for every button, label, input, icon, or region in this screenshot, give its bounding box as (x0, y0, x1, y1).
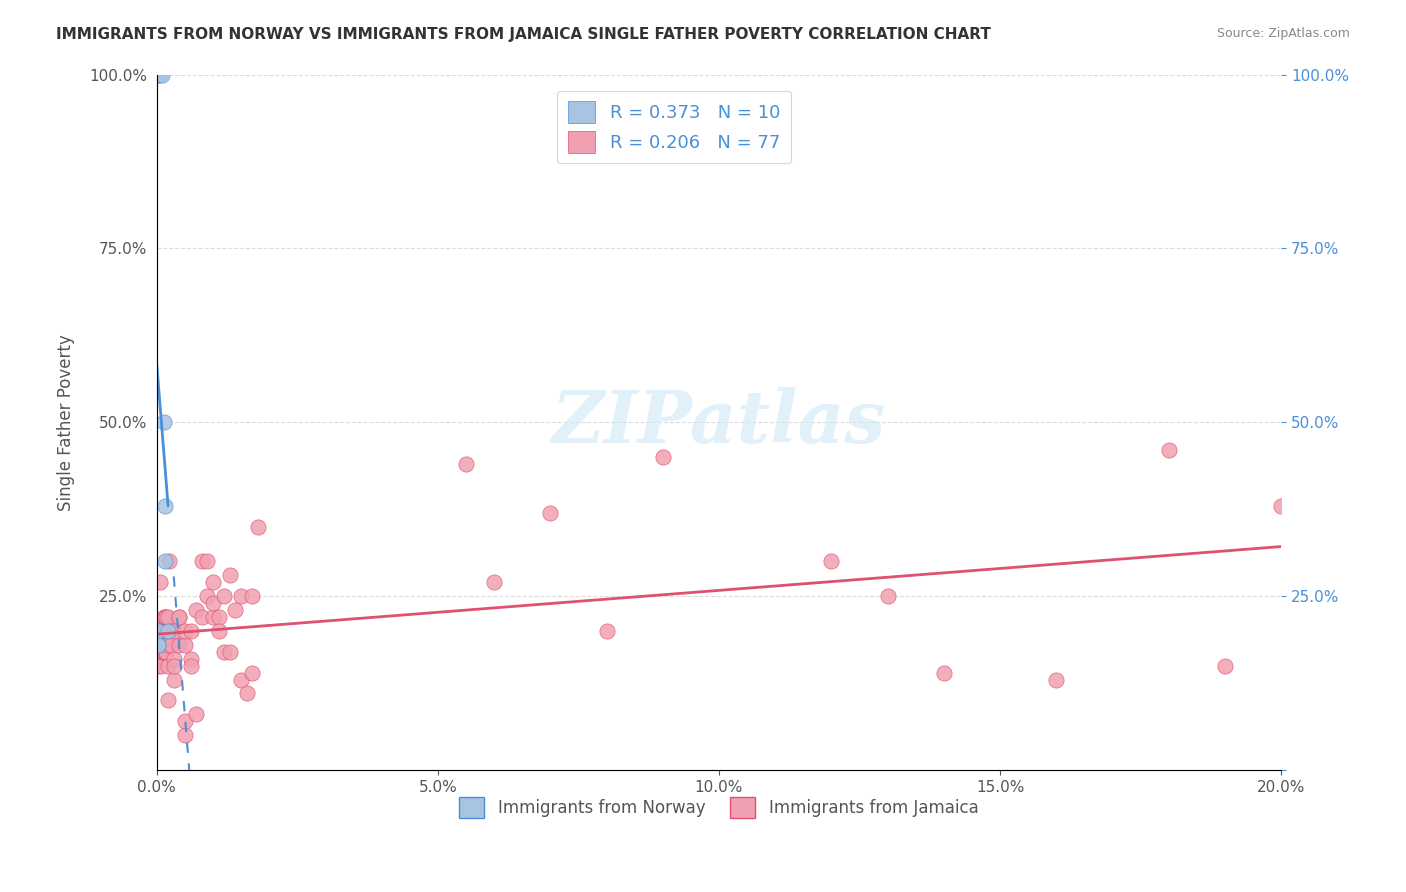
Point (155, 624, 177, 638)
Point (157, 693, 180, 707)
Point (157, 624, 180, 638)
Point (157, 658, 180, 673)
Point (174, 714, 197, 729)
Point (149, 658, 172, 673)
Point (229, 589, 252, 603)
Point (146, 638, 169, 652)
Point (155, 645, 177, 659)
Point (152, 645, 174, 659)
Point (235, 686, 257, 700)
Point (163, 624, 186, 638)
Point (148, 624, 170, 638)
Point (153, 610, 176, 624)
Point (156, 638, 179, 652)
Point (148, 68, 170, 82)
Point (1213, 658, 1236, 673)
Point (148, 638, 170, 652)
Text: ZIPatlas: ZIPatlas (553, 387, 886, 458)
Point (148, 638, 170, 652)
Point (218, 645, 240, 659)
Point (180, 658, 202, 673)
Point (169, 610, 191, 624)
Point (212, 645, 235, 659)
Point (174, 728, 197, 742)
Point (152, 638, 174, 652)
Point (218, 568, 240, 582)
Point (186, 603, 208, 617)
Point (169, 610, 191, 624)
Point (240, 589, 263, 603)
Point (207, 610, 229, 624)
Point (155, 631, 177, 645)
Point (159, 624, 181, 638)
Point (155, 554, 177, 568)
Point (146, 638, 169, 652)
Point (174, 624, 197, 638)
Point (538, 506, 561, 520)
Point (595, 624, 617, 638)
Y-axis label: Single Father Poverty: Single Father Poverty (58, 334, 75, 510)
Point (157, 554, 180, 568)
Point (191, 554, 214, 568)
Point (146, 624, 169, 638)
Point (150, 624, 173, 638)
Point (180, 624, 202, 638)
Point (191, 610, 214, 624)
Point (180, 651, 202, 665)
Point (195, 554, 218, 568)
Point (155, 645, 177, 659)
Point (876, 589, 898, 603)
Point (820, 554, 842, 568)
Point (160, 638, 183, 652)
Point (186, 707, 208, 722)
Point (1270, 499, 1292, 513)
Point (155, 499, 177, 513)
Point (148, 624, 170, 638)
Point (482, 575, 505, 590)
Point (201, 610, 224, 624)
Point (153, 624, 176, 638)
Point (651, 450, 673, 464)
Point (149, 638, 172, 652)
Point (149, 575, 172, 590)
Point (201, 596, 224, 610)
Point (207, 624, 229, 638)
Point (152, 624, 174, 638)
Point (148, 645, 170, 659)
Point (174, 638, 197, 652)
Point (224, 603, 246, 617)
Point (240, 665, 263, 680)
Point (229, 673, 252, 687)
Point (157, 610, 180, 624)
Point (195, 589, 218, 603)
Point (932, 665, 955, 680)
Point (1157, 443, 1180, 458)
Point (169, 638, 191, 652)
Point (246, 519, 269, 533)
Point (163, 658, 186, 673)
Point (155, 610, 177, 624)
Text: Source: ZipAtlas.com: Source: ZipAtlas.com (1216, 27, 1350, 40)
Point (152, 68, 174, 82)
Point (152, 645, 174, 659)
Legend: Immigrants from Norway, Immigrants from Jamaica: Immigrants from Norway, Immigrants from … (453, 790, 986, 824)
Point (163, 651, 186, 665)
Point (201, 575, 224, 590)
Point (148, 68, 170, 82)
Point (152, 415, 174, 429)
Point (212, 589, 235, 603)
Point (146, 658, 169, 673)
Point (152, 610, 174, 624)
Text: IMMIGRANTS FROM NORWAY VS IMMIGRANTS FROM JAMAICA SINGLE FATHER POVERTY CORRELAT: IMMIGRANTS FROM NORWAY VS IMMIGRANTS FRO… (56, 27, 991, 42)
Point (1045, 673, 1067, 687)
Point (163, 673, 186, 687)
Point (454, 457, 477, 471)
